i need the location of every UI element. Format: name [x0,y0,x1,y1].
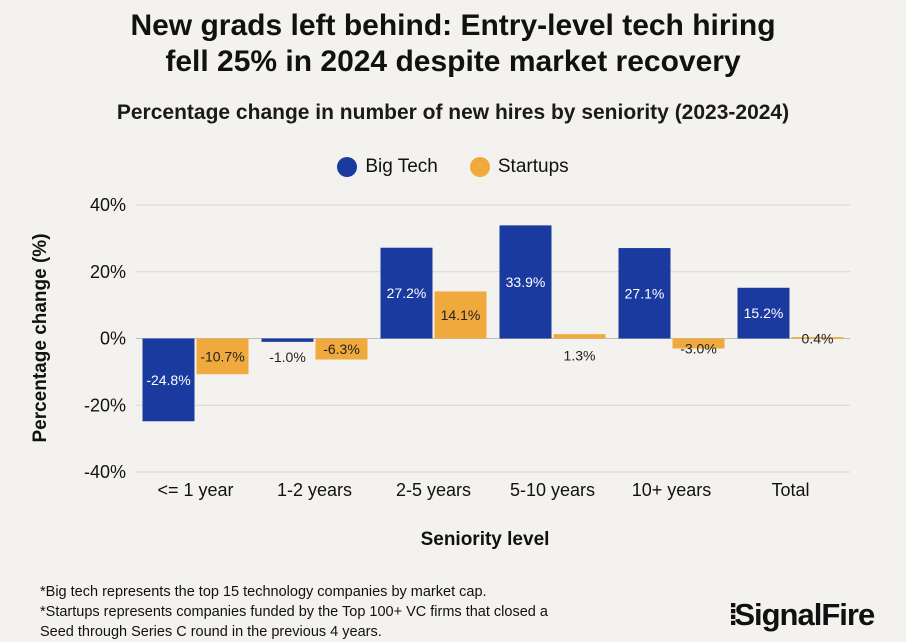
data-label: 27.1% [625,285,665,301]
footnote-startups: *Startups represents companies funded by… [40,604,548,620]
y-tick-label: 40% [90,195,126,215]
x-tick-label: 2-5 years [396,480,471,500]
bar-big-tech [142,338,195,422]
bar-startups [791,337,844,339]
data-label: -24.8% [146,372,190,388]
x-tick-label: 10+ years [632,480,712,500]
x-tick-label: 5-10 years [510,480,595,500]
bar-startups [553,334,606,339]
x-tick-label: 1-2 years [277,480,352,500]
data-label: -3.0% [680,341,717,357]
y-tick-label: 0% [100,329,126,349]
footnotes: *Big tech represents the top 15 technolo… [40,582,548,642]
legend: Big Tech Startups [0,156,906,178]
bar-startups [315,338,368,360]
title-line-2: fell 25% in 2024 despite market recovery [165,45,741,78]
bar-big-tech [380,247,433,339]
chart-title: New grads left behind: Entry-level tech … [0,8,906,80]
legend-label-startups: Startups [497,156,569,177]
y-tick-label: 20% [90,262,126,282]
data-label: 14.1% [441,307,481,323]
legend-label-big-tech: Big Tech [365,156,438,177]
logo-text: SignalFire [734,597,875,632]
bar-startups [434,291,487,339]
y-axis-title: Percentage change (%) [30,233,51,442]
data-label: -1.0% [269,349,306,365]
bar-big-tech [261,338,314,342]
data-label: -10.7% [200,348,244,364]
legend-swatch-startups [469,157,490,177]
bar-startups [196,338,249,375]
bar-big-tech [499,225,552,339]
title-line-1: New grads left behind: Entry-level tech … [130,9,776,42]
chart-subtitle: Percentage change in number of new hires… [116,101,790,124]
footnote-big-tech: *Big tech represents the top 15 technolo… [40,584,487,600]
legend-item-startups: Startups [469,156,569,178]
data-label: 1.3% [564,348,596,364]
x-axis-title: Seniority level [421,529,550,550]
data-label: 27.2% [387,285,427,301]
legend-item-big-tech: Big Tech [337,156,438,178]
bar-big-tech [618,248,671,339]
x-tick-label: Total [771,480,809,500]
signalfire-logo: ⁞SignalFire [728,597,875,632]
footnote-startups-cont: Seed through Series C round in the previ… [40,624,382,640]
bar-big-tech [737,287,790,339]
data-label: 15.2% [744,305,784,321]
y-tick-label: -40% [84,462,126,482]
data-label: 0.4% [802,331,834,347]
bar-startups [672,338,725,349]
data-label: -6.3% [323,341,360,357]
x-tick-label: <= 1 year [157,480,233,500]
y-tick-label: -20% [84,395,126,415]
legend-swatch-big-tech [337,157,358,177]
data-label: 33.9% [506,274,546,290]
